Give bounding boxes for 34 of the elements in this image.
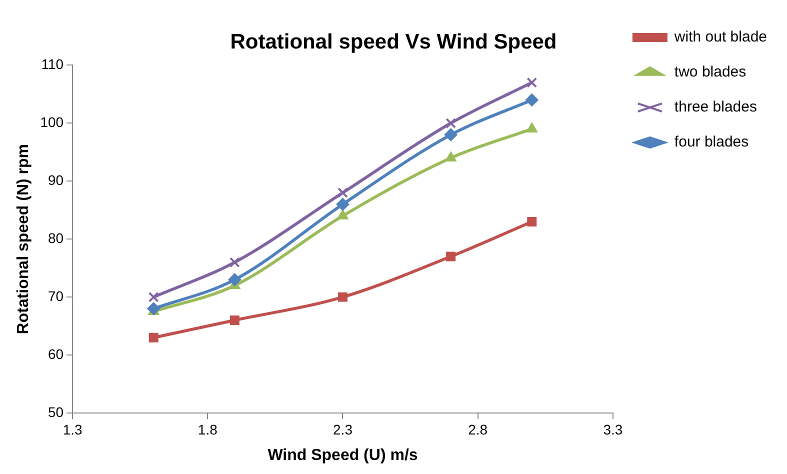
point [230,316,240,325]
y-tick-label: 110 [41,56,64,72]
point [338,187,348,198]
point [525,93,538,106]
y-tick-label: 80 [48,230,64,246]
legend-label: with out blade [673,28,768,46]
y-tick-label: 60 [48,346,64,362]
legend-label: four blades [674,134,749,151]
x-tick-label: 1.3 [62,421,82,438]
point [148,292,159,302]
y-tick-label: 70 [48,288,64,304]
y-tick-label: 50 [48,404,64,420]
point [444,128,458,142]
x-tick-label: 1.8 [198,421,218,438]
y-tick-label: 100 [40,114,64,130]
y-tick-label: 90 [48,172,64,188]
x-tick-label: 2.8 [468,421,488,438]
point [446,252,456,262]
x-tick-label: 3.3 [603,421,623,438]
point [228,273,242,286]
x-axis-title: Wind Speed (U) m/s [268,446,418,464]
point [446,118,456,128]
legend-label: two blades [674,64,746,81]
point [338,292,348,302]
point [229,257,240,268]
x-tick-label: 2.3 [333,421,353,438]
point [336,198,350,211]
point [526,77,538,88]
point [148,332,158,342]
point [147,302,160,316]
chart-title: Rotational speed Vs Wind Speed [230,30,557,54]
y-axis-title: Rotational speed (N) rpm [15,144,32,334]
point [527,216,537,226]
legend-label: three blades [674,98,757,116]
